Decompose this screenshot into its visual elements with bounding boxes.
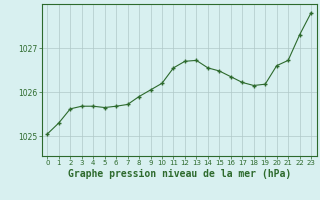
X-axis label: Graphe pression niveau de la mer (hPa): Graphe pression niveau de la mer (hPa) [68,169,291,179]
